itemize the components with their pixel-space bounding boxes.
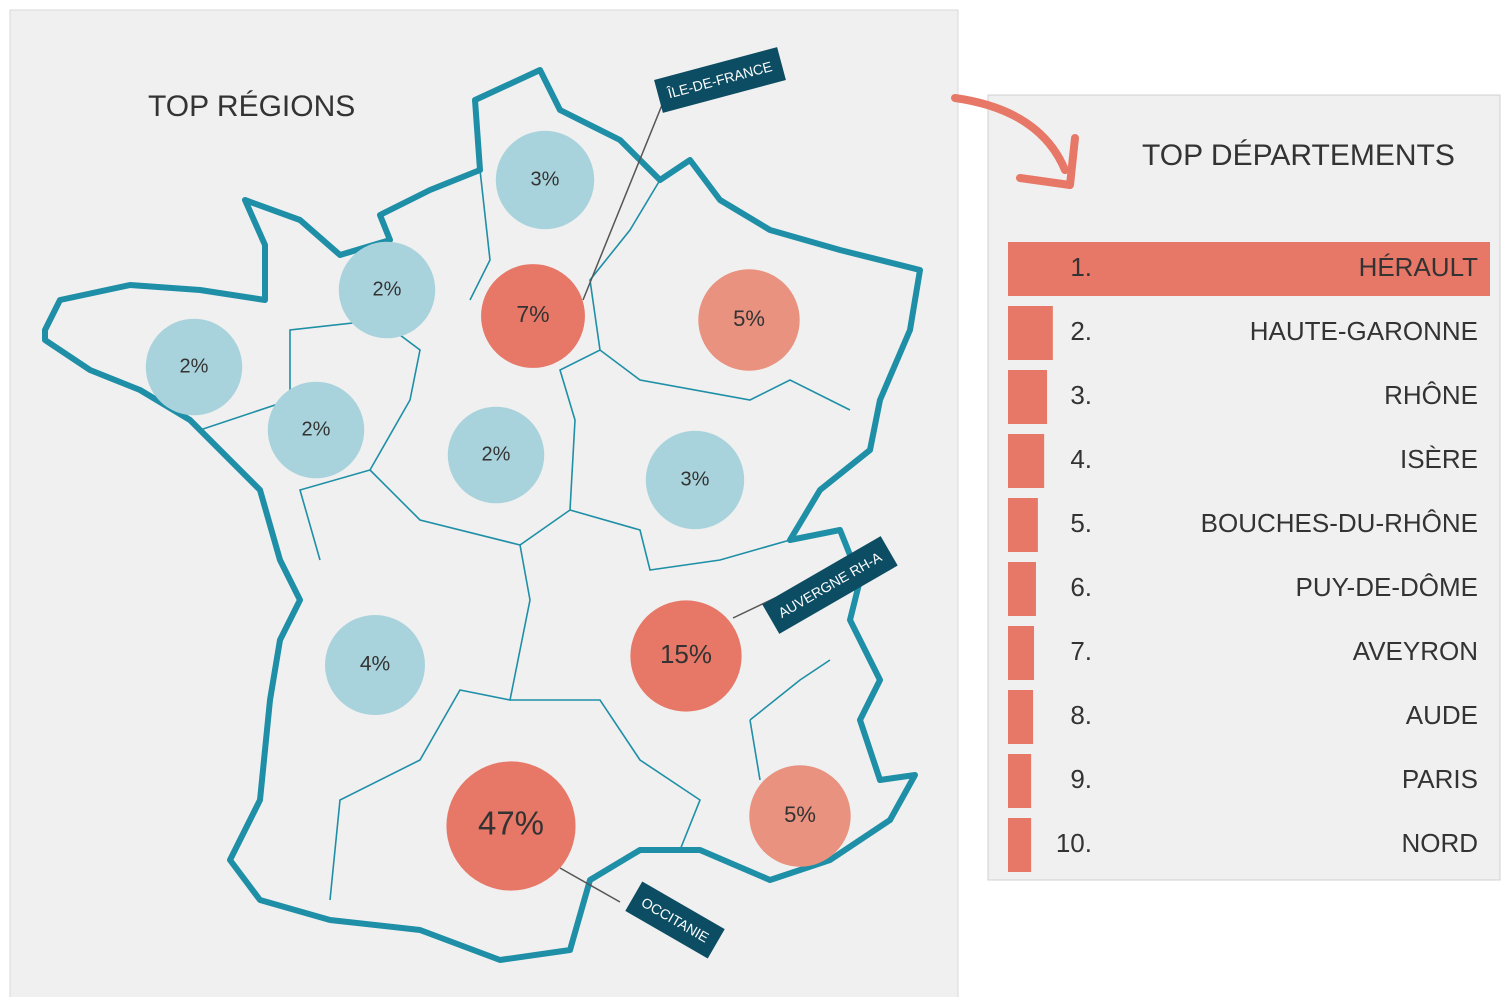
bar (1008, 370, 1048, 424)
region-tag-box (654, 47, 786, 113)
bubble (481, 264, 585, 368)
rank: 7. (1070, 636, 1092, 666)
bubble (630, 600, 742, 712)
bubble (145, 318, 243, 416)
bubble (446, 761, 576, 891)
departments-title: TOP DÉPARTEMENTS (1142, 139, 1455, 172)
bubble-label: 5% (784, 802, 816, 827)
rank: 10. (1056, 828, 1092, 858)
bubble (645, 430, 745, 530)
rank: 2. (1070, 316, 1092, 346)
rank: 3. (1070, 380, 1092, 410)
department-name: HÉRAULT (1359, 252, 1479, 282)
department-name: NORD (1401, 828, 1478, 858)
bubble (325, 615, 425, 715)
bubble-label: 47% (478, 805, 544, 842)
rank: 9. (1070, 764, 1092, 794)
department-name: ISÈRE (1400, 444, 1478, 474)
bar (1008, 626, 1035, 680)
bubble (338, 241, 436, 339)
rank: 4. (1070, 444, 1092, 474)
rank: 6. (1070, 572, 1092, 602)
region-borders (199, 169, 851, 901)
bubble-label: 2% (180, 355, 209, 377)
bubble (749, 765, 851, 867)
bar (1008, 562, 1036, 616)
department-name: AVEYRON (1353, 636, 1478, 666)
department-name: HAUTE-GARONNE (1250, 316, 1478, 346)
department-name: AUDE (1406, 700, 1478, 730)
department-name: RHÔNE (1384, 380, 1478, 410)
rank: 5. (1070, 508, 1092, 538)
leader-line (582, 104, 663, 301)
bubble-label: 2% (373, 278, 402, 300)
leader-line (559, 867, 621, 903)
bar (1008, 498, 1038, 552)
region-tag-box (762, 536, 898, 634)
bubble (447, 406, 545, 504)
regions-title: TOP RÉGIONS (148, 90, 355, 123)
bubble-label: 2% (302, 418, 331, 440)
bubble-label: 7% (516, 301, 549, 327)
bar (1008, 754, 1032, 808)
bubble-label: 2% (482, 443, 511, 465)
arrow-head (1016, 134, 1079, 189)
rank: 8. (1070, 700, 1092, 730)
bubble-label: 15% (660, 639, 712, 669)
bubble (698, 269, 800, 371)
bubble (267, 381, 365, 479)
region-tag-box (625, 881, 725, 959)
department-name: PUY-DE-DÔME (1295, 572, 1478, 602)
bubble-label: 4% (360, 653, 390, 676)
department-name: PARIS (1402, 764, 1478, 794)
bar (1008, 818, 1032, 872)
bubble (495, 130, 595, 230)
rank: 1. (1070, 252, 1092, 282)
bubble-label: 3% (531, 168, 560, 190)
departments-panel (987, 94, 1501, 881)
department-name: BOUCHES-DU-RHÔNE (1201, 508, 1478, 538)
bar (1008, 306, 1053, 360)
bar (1008, 242, 1490, 296)
bar (1008, 690, 1034, 744)
bubble-label: 5% (733, 306, 765, 331)
bubble-label: 3% (681, 468, 710, 490)
arrow (951, 94, 1069, 174)
bar (1008, 434, 1045, 488)
